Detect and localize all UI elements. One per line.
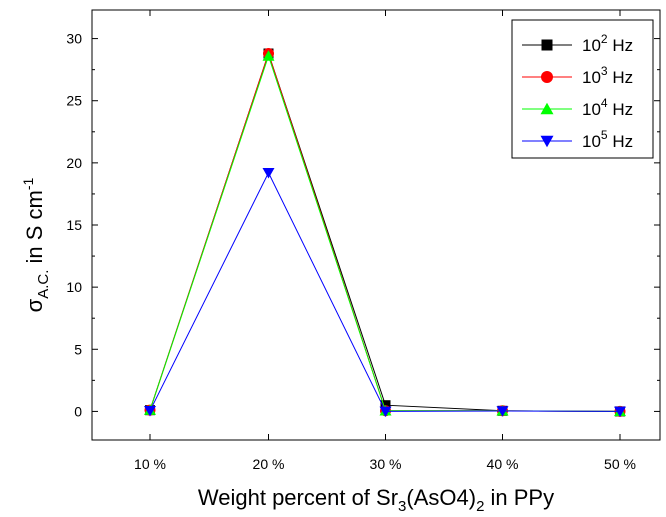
legend: 102 Hz 103 Hz 104 Hz 105 Hz (511, 19, 654, 159)
legend-box (511, 19, 654, 159)
y-tick-label: 5 (74, 341, 82, 357)
data-point-triangle-down (496, 406, 509, 417)
y-tick-label: 15 (66, 217, 82, 233)
data-point-triangle-down (540, 135, 554, 148)
y-axis-ticks: 0 5 10 15 20 25 30 (66, 31, 660, 419)
y-tick-label: 20 (66, 155, 82, 171)
y-axis-title: σA.C. in S cm-1 (20, 177, 52, 312)
data-point-triangle-down (614, 406, 626, 418)
data-point-triangle-up (540, 102, 554, 115)
x-tick-label: 10 % (134, 456, 166, 472)
y-tick-label: 0 (74, 403, 82, 419)
legend-item: 105 Hz (522, 128, 633, 151)
legend-item: 103 Hz (522, 64, 633, 87)
y-tick-label: 25 (66, 93, 82, 109)
series-line (149, 171, 621, 412)
data-point-triangle-up (262, 50, 275, 61)
series-layer (144, 47, 626, 418)
data-point-square (541, 39, 553, 51)
x-tick-label: 40 % (487, 456, 519, 472)
x-axis-title: Weight percent of Sr3(AsO4)2 in PPy (198, 485, 554, 515)
legend-item: 104 Hz (522, 96, 633, 119)
data-point-triangle-down (379, 406, 392, 418)
data-point-triangle-down (262, 168, 275, 179)
legend-label: 102 Hz (582, 32, 633, 55)
x-axis-ticks: 10 % 20 % 30 % 40 % 50 % (134, 10, 636, 472)
x-tick-label: 50 % (604, 456, 636, 472)
y-tick-label: 10 (66, 279, 82, 295)
x-tick-label: 30 % (370, 456, 402, 472)
data-point-triangle-down (144, 406, 156, 417)
legend-label: 103 Hz (582, 64, 633, 87)
legend-item: 102 Hz (522, 32, 633, 55)
series-4 (144, 168, 626, 418)
legend-label: 104 Hz (582, 96, 633, 119)
data-point-circle (541, 71, 553, 83)
x-tick-label: 20 % (253, 456, 285, 472)
y-tick-label: 30 (66, 31, 82, 47)
legend-label: 105 Hz (582, 128, 633, 151)
